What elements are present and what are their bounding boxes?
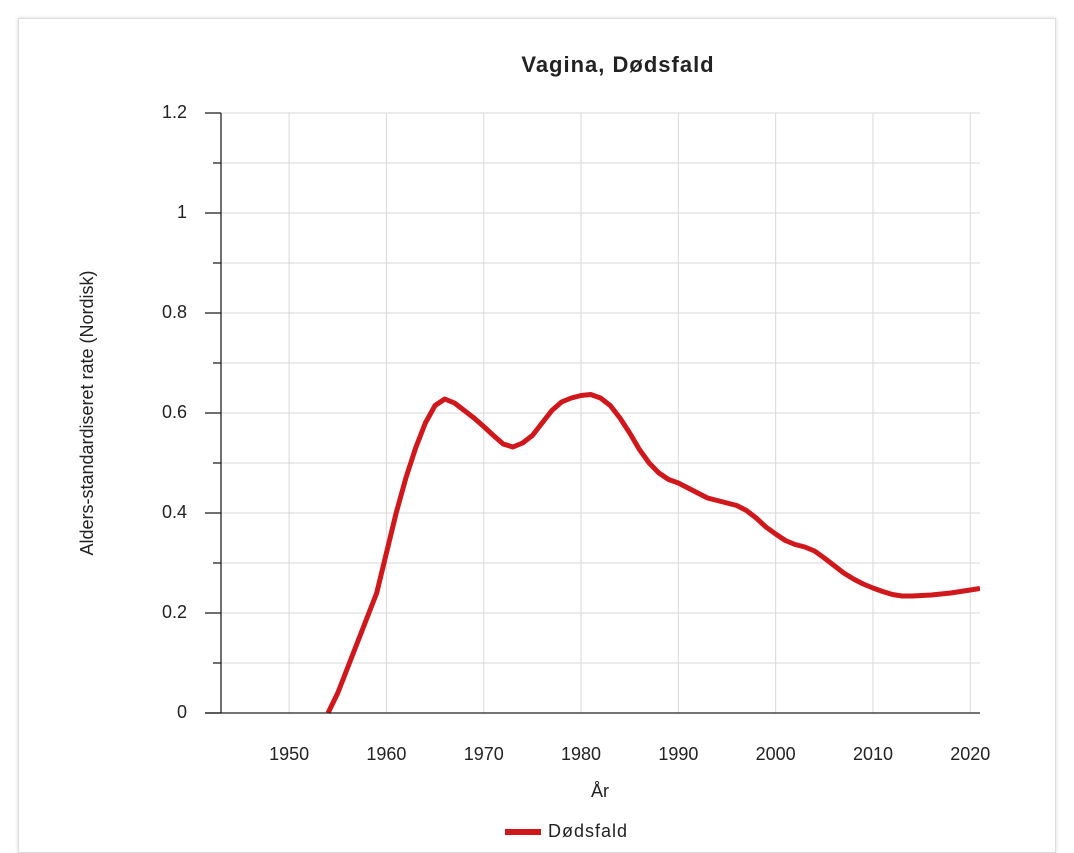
y-tick-label: 1: [177, 202, 187, 222]
y-tick-label: 0.6: [162, 402, 187, 422]
x-tick-label: 1990: [658, 744, 698, 764]
data-line: [325, 392, 980, 714]
x-tick-label: 2010: [853, 744, 893, 764]
x-tick-label: 1950: [269, 744, 309, 764]
chart-card: [18, 18, 1056, 853]
legend: Dødsfald: [505, 821, 628, 841]
x-tick-label: 1980: [561, 744, 601, 764]
y-tick-label: 0.8: [162, 302, 187, 322]
y-tick-label: 0.4: [162, 502, 187, 522]
x-tick-label: 1960: [366, 744, 406, 764]
x-tick-label: 2000: [756, 744, 796, 764]
plot-area: [325, 392, 980, 714]
y-axis-label: Alders-standardiseret rate (Nordisk): [77, 270, 97, 555]
legend-label: Dødsfald: [548, 821, 628, 841]
y-tick-label: 0.2: [162, 602, 187, 622]
y-tick-label: 1.2: [162, 102, 187, 122]
x-tick-label: 2020: [950, 744, 990, 764]
grid: [221, 112, 980, 714]
x-axis-label: År: [591, 781, 609, 801]
x-tick-label: 1970: [464, 744, 504, 764]
y-tick-label: 0: [177, 702, 187, 722]
chart-title: Vagina, Dødsfald: [521, 52, 714, 77]
